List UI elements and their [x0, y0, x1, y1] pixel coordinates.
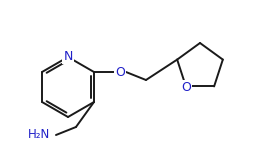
Text: O: O [115, 66, 125, 78]
Text: N: N [63, 49, 73, 62]
Text: H₂N: H₂N [28, 128, 50, 142]
Text: O: O [181, 81, 191, 94]
